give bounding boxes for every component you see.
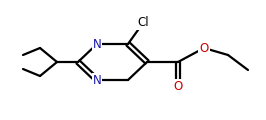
Text: O: O	[173, 79, 183, 93]
Text: N: N	[93, 37, 101, 51]
Text: O: O	[200, 42, 209, 54]
Text: Cl: Cl	[137, 17, 149, 30]
Text: N: N	[93, 73, 101, 87]
